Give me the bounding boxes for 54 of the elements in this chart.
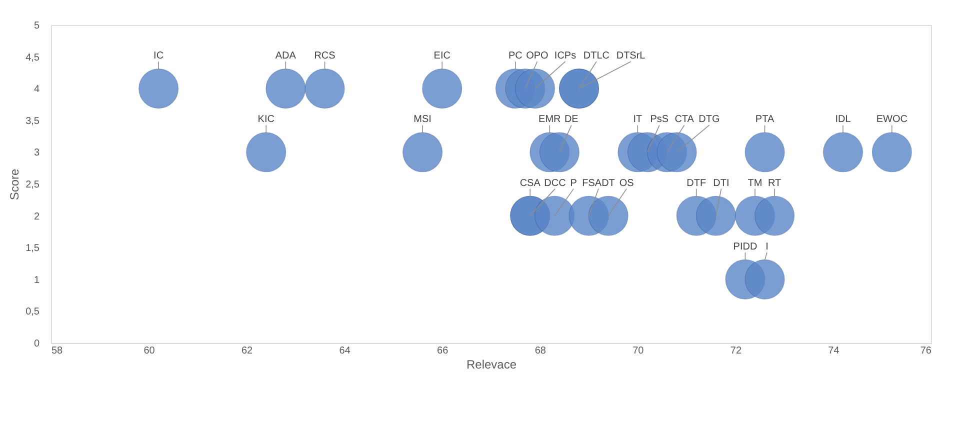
y-tick-label: 4,5 [26,52,40,64]
annotation: PTA [755,114,774,126]
y-tick-label: 4 [34,84,40,96]
annotation: FSADT [582,178,615,189]
annotation: TM [748,178,762,189]
y-tick-label: 2 [34,211,40,222]
annotation: KIC [258,114,274,126]
annotation: OS [619,178,634,189]
annotation: P [570,178,578,189]
x-tick-label: 70 [632,346,644,356]
annotation: DTG [698,114,720,126]
annotation: DTLC [583,50,610,62]
y-axis-title: Score [8,168,22,200]
annotation: DTF [686,178,706,189]
annotation: RCS [314,50,336,62]
y-tick-label: 0 [34,338,40,350]
y-tick-label: 5 [34,20,40,32]
x-tick-label: 62 [241,346,254,356]
x-tick-label: 76 [920,346,932,356]
annotation: RT [768,178,782,189]
y-tick-label: 0,5 [26,306,40,318]
annotation: DE [564,114,579,126]
annotation: DCC [544,178,566,189]
annotation: MSI [414,114,432,126]
x-tick-label: 64 [339,346,351,356]
annotation: EIC [434,50,450,62]
annotation: PC [508,50,522,62]
x-tick-label: 68 [534,346,546,356]
x-tick-label: 66 [437,346,449,356]
annotation: I [766,241,768,252]
annotation: IC [154,50,164,62]
annotation: IT [633,114,642,126]
x-tick-label: 58 [52,346,64,356]
annotation: DTI [713,178,730,189]
y-tick-label: 1,5 [26,243,40,254]
annotation: PIDD [733,241,758,252]
annotation: EMR [538,114,561,126]
y-tick-label: 3 [34,148,40,159]
annotation: DTSrL [616,50,646,62]
x-tick-label: 72 [730,346,742,356]
y-tick-label: 3,5 [26,116,40,127]
annotation: CSA [520,178,541,189]
annotation: EWOC [876,114,908,126]
annotation: ICPs [554,50,576,62]
x-tick-label: 74 [828,346,840,356]
annotation: CTA [674,114,694,126]
x-axis-title: Relevace [466,358,517,372]
annotation: PsS [650,114,669,126]
annotation: IDL [835,114,852,126]
y-tick-label: 1 [34,274,40,286]
y-tick-label: 2,5 [26,180,40,190]
x-tick-label: 60 [144,346,156,356]
annotation: ADA [275,50,296,62]
annotation: OPO [526,50,549,62]
